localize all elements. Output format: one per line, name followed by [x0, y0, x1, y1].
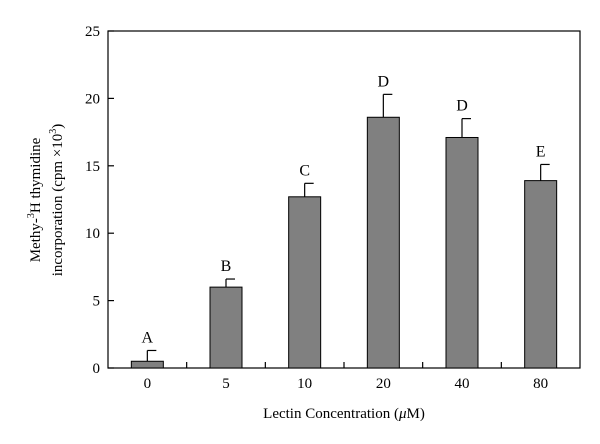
bar: [524, 180, 558, 369]
significance-label: D: [378, 73, 390, 90]
x-tick-label: 20: [376, 376, 391, 392]
x-tick-label: 10: [297, 376, 312, 392]
x-axis: 0 5 10 20 40 80: [144, 362, 548, 392]
y-tick-label: 5: [93, 294, 101, 310]
significance-label: B: [221, 258, 232, 275]
y-tick-label: 20: [85, 91, 100, 107]
bar: [209, 286, 243, 369]
x-axis-title: Lectin Concentration (μM): [263, 406, 425, 422]
y-tick-label: 10: [85, 226, 100, 242]
significance-label: E: [536, 143, 546, 160]
significance-label: A: [142, 329, 154, 346]
significance-label: C: [299, 162, 310, 179]
x-tick-label: 80: [533, 376, 548, 392]
significance-label: D: [456, 98, 468, 115]
bar: [130, 360, 164, 369]
bars: A B C D D E: [130, 73, 558, 369]
y-tick-label: 25: [85, 24, 100, 40]
x-tick-label: 5: [222, 376, 230, 392]
y-axis: 0 5 10 15 20 25: [85, 24, 114, 377]
bar: [288, 196, 322, 369]
x-tick-label: 0: [144, 376, 152, 392]
plot-frame: [107, 30, 581, 369]
y-tick-label: 0: [93, 361, 101, 377]
bar: [445, 136, 479, 369]
y-axis-title: Methy-3H thymidine incorporation (cpm ×1…: [26, 124, 66, 277]
bar: [366, 116, 400, 369]
y-tick-label: 15: [85, 159, 100, 175]
y-axis-title-line2: incorporation (cpm ×103): [48, 124, 66, 277]
x-tick-label: 40: [455, 376, 470, 392]
y-axis-title-line1: Methy-3H thymidine: [26, 137, 44, 262]
